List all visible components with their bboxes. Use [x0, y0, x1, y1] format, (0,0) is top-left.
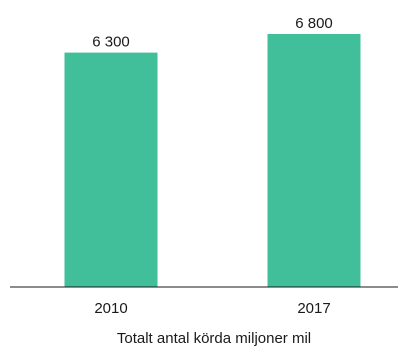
- value-label-2017: 6 800: [295, 15, 333, 32]
- x-tick-label-2010: 2010: [94, 300, 127, 317]
- bars: [64, 34, 361, 288]
- x-tick-labels: 2010 2017: [94, 300, 330, 317]
- bar-2017: [267, 34, 361, 287]
- x-tick-label-2017: 2017: [297, 300, 330, 317]
- value-labels: 6 300 6 800: [92, 15, 333, 51]
- value-label-2010: 6 300: [92, 34, 130, 51]
- bar-2010: [64, 52, 158, 288]
- x-axis-title: Totalt antal körda miljoner mil: [117, 330, 311, 347]
